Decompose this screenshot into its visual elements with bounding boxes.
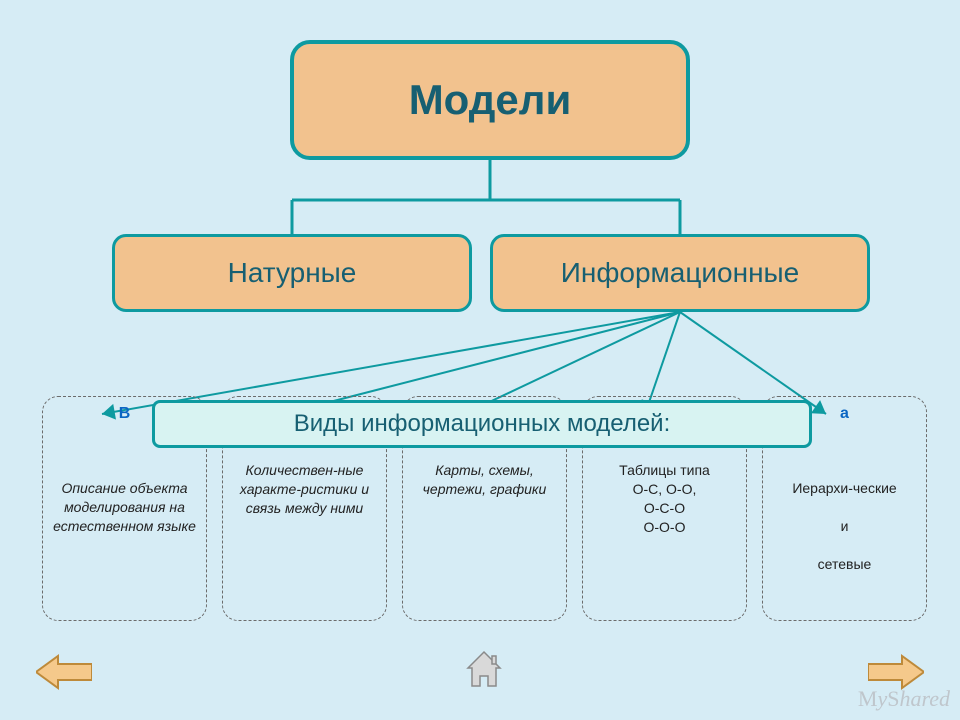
next-button[interactable] — [868, 654, 924, 690]
slide: Модели Натурные Информационные В Описани… — [0, 0, 960, 720]
home-icon — [466, 650, 502, 690]
home-button[interactable] — [466, 650, 502, 690]
child-node-natural: Натурные — [112, 234, 472, 312]
watermark: MyShared — [858, 686, 950, 712]
leaf-body: Количествен-ные характе-ристики и связь … — [229, 461, 380, 518]
arrow-right-icon — [868, 654, 924, 690]
leaf-body: Описание объекта моделирования на естест… — [49, 479, 200, 536]
leaf-body: Таблицы типаО-С, О-О,О-С-ОО-О-О — [619, 461, 710, 537]
child-label: Натурные — [228, 257, 357, 289]
leaf-heading: В — [119, 405, 131, 423]
root-label: Модели — [409, 76, 572, 124]
leaf-body: Иерархи-ческие и сетевые — [792, 479, 896, 573]
prev-button[interactable] — [36, 654, 92, 690]
leaf-heading: а — [840, 405, 849, 423]
child-label: Информационные — [561, 257, 799, 289]
watermark-text: y — [877, 686, 887, 711]
callout-bar: Виды информационных моделей: — [152, 400, 812, 448]
watermark-text2: hared — [899, 686, 950, 711]
child-node-informational: Информационные — [490, 234, 870, 312]
callout-label: Виды информационных моделей: — [294, 410, 671, 438]
leaf-body: Карты, схемы, чертежи, графики — [409, 461, 560, 499]
root-node: Модели — [290, 40, 690, 160]
arrow-left-icon — [36, 654, 92, 690]
